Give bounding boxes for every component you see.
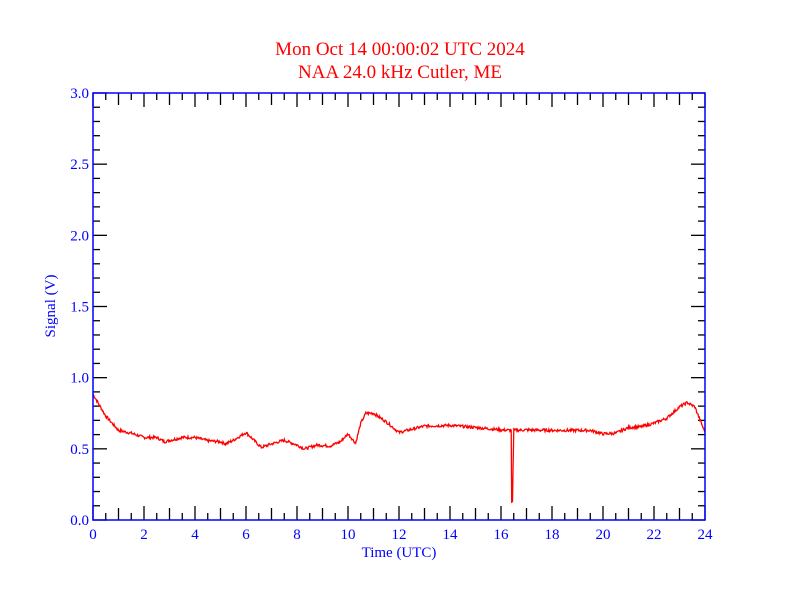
x-tick-label: 14: [443, 527, 459, 543]
y-tick-label: 2.0: [70, 228, 89, 244]
x-axis-label: Time (UTC): [362, 545, 437, 561]
x-tick-label: 2: [140, 527, 148, 543]
chart-subtitle: NAA 24.0 kHz Cutler, ME: [298, 62, 502, 83]
y-tick-label: 1.0: [70, 371, 89, 387]
y-tick-label: 0.5: [70, 442, 89, 458]
x-tick-label: 12: [392, 527, 407, 543]
y-tick-label: 0.0: [70, 513, 89, 529]
x-tick-label: 24: [698, 527, 714, 543]
x-tick-label: 8: [293, 527, 301, 543]
x-tick-label: 16: [494, 527, 510, 543]
series-line-naa-signal: [92, 393, 706, 504]
y-axis-label: Signal (V): [43, 275, 59, 338]
x-tick-label: 20: [596, 527, 611, 543]
x-tick-label: 22: [647, 527, 662, 543]
x-tick-label: 10: [341, 527, 356, 543]
y-tick-label: 3.0: [70, 86, 89, 102]
plot-frame: [92, 92, 706, 521]
x-tick-label: 0: [89, 527, 97, 543]
chart-title: Mon Oct 14 00:00:02 UTC 2024: [275, 39, 525, 60]
y-tick-label: 2.5: [70, 157, 89, 173]
x-tick-label: 18: [545, 527, 560, 543]
x-tick-label: 6: [242, 527, 250, 543]
y-tick-label: 1.5: [70, 300, 89, 316]
x-tick-label: 4: [191, 527, 199, 543]
